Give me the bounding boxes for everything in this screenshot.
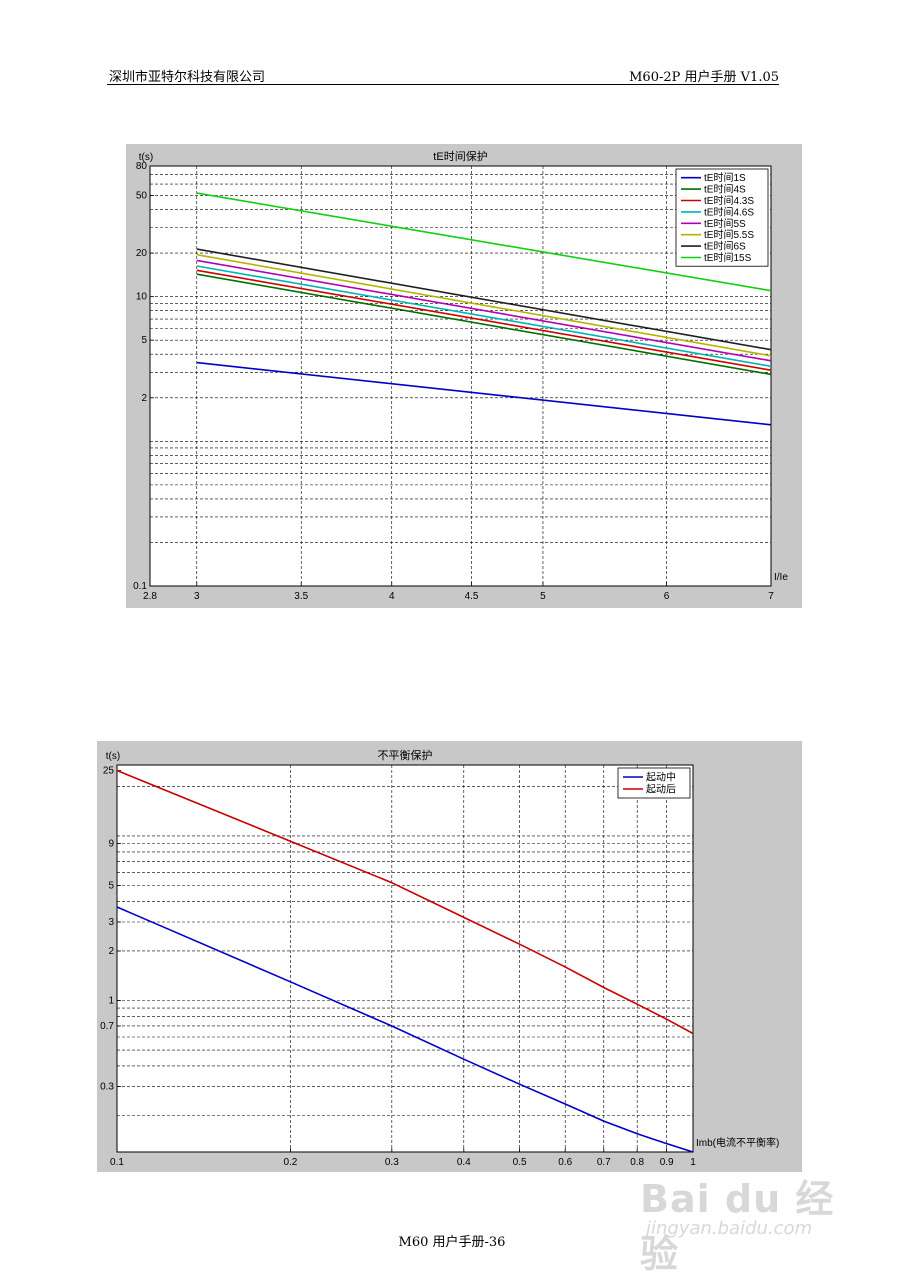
y-tick-label: 3 [108, 917, 114, 928]
legend-label: tE时间5.5S [704, 228, 754, 241]
y-tick-label: 0.7 [100, 1021, 114, 1032]
te-protection-chart: 2.8 3 3.5 4 4.5 5 6 7 0.1 2 5 10 20 50 80 tE时间保护 t(s) I/I… [133, 149, 788, 602]
x-tick-label: 0.4 [457, 1157, 471, 1168]
chart-title: 不平衡保护 [378, 748, 433, 762]
x-tick-label: 3.5 [294, 591, 308, 602]
x-tick-label: 1 [690, 1157, 696, 1168]
x-tick-label: 4 [389, 591, 395, 602]
y-tick-label: 5 [108, 880, 114, 891]
x-tick-label: 6 [664, 591, 670, 602]
y-tick-label: 20 [136, 248, 148, 259]
y-tick-label: 10 [136, 292, 148, 303]
series-line-5 [196, 259, 772, 362]
y-tick-label: 0.3 [100, 1082, 114, 1093]
header-manual-title: M60-2P 用户手册 V1.05 [629, 70, 779, 85]
series-line-8 [196, 192, 772, 292]
y-tick-label: 2 [108, 946, 114, 957]
y-tick-label: 5 [141, 335, 147, 346]
x-tick-label: 0.3 [385, 1157, 399, 1168]
x-tick-label: 0.1 [110, 1157, 124, 1168]
y-tick-label: 50 [136, 191, 148, 202]
series-line-1 [116, 906, 694, 1153]
legend-label: 起动中 [646, 771, 676, 784]
legend-label: tE时间4S [704, 183, 746, 196]
x-tick-label: 3 [194, 591, 200, 602]
x-tick-label: 0.8 [630, 1157, 644, 1168]
header-company: 深圳市亚特尔科技有限公司 [109, 70, 266, 85]
y-tick-label: 25 [103, 765, 115, 776]
legend-label: tE时间6S [704, 240, 746, 253]
legend-label: 起动后 [646, 784, 676, 796]
series-line-6 [196, 253, 772, 357]
legend-label: tE时间15S [704, 251, 752, 264]
watermark-url: jingyan.baidu.com [646, 1218, 813, 1239]
x-axis-label: I/Ie [774, 572, 788, 583]
series-line-3 [196, 269, 772, 371]
y-tick-label: 9 [108, 838, 114, 849]
y-tick-label: 80 [136, 161, 148, 172]
x-axis-label: Imb(电流不平衡率) [696, 1136, 779, 1149]
x-tick-label: 2.8 [143, 591, 157, 602]
page-footer: M60 用户手册-36 [398, 1235, 506, 1250]
x-tick-label: 0.2 [283, 1157, 297, 1168]
x-tick-label: 5 [540, 591, 546, 602]
legend-label: tE时间5S [704, 217, 746, 230]
plot-frame [149, 165, 772, 587]
plot-area [150, 166, 771, 586]
te-protection-figure: 2.8 3 3.5 4 4.5 5 6 7 0.1 2 5 10 20 50 80 tE时间保护 t(s) I/I… [126, 144, 802, 608]
legend-label: tE时间4.6S [704, 205, 754, 218]
unbalance-protection-chart: 0.1 0.2 0.3 0.4 0.5 0.6 0.7 0.8 0.9 1 0.3 0.7 1 2 3 5 9 2… [100, 748, 779, 1168]
y-tick-label: 0.1 [133, 581, 147, 592]
series-line-4 [196, 265, 772, 368]
chart-title: tE时间保护 [433, 149, 487, 163]
series-line-7 [196, 248, 772, 351]
legend-label: tE时间4.3S [704, 194, 754, 207]
x-tick-label: 0.6 [558, 1157, 572, 1168]
plot-area [117, 765, 693, 1152]
x-tick-label: 0.9 [660, 1157, 674, 1168]
x-tick-label: 4.5 [465, 591, 479, 602]
x-tick-label: 7 [768, 591, 774, 602]
x-tick-label: 0.7 [597, 1157, 611, 1168]
baidu-watermark: Bai du 经验 jingyan.baidu.com [640, 1168, 850, 1276]
y-axis-label: t(s) [139, 152, 153, 163]
header-rule [107, 84, 779, 85]
watermark-brand: Bai du 经验 [640, 1177, 835, 1276]
y-tick-label: 2 [141, 393, 147, 404]
unbalance-protection-figure: 0.1 0.2 0.3 0.4 0.5 0.6 0.7 0.8 0.9 1 0.3 0.7 1 2 3 5 9 2… [97, 741, 802, 1172]
legend-label: tE时间1S [704, 171, 746, 184]
plot-frame [116, 764, 694, 1153]
y-tick-label: 1 [108, 995, 114, 1006]
series-line-2 [116, 769, 694, 1035]
legend-box [675, 168, 769, 267]
legend-box [617, 767, 691, 799]
y-axis-label: t(s) [106, 751, 120, 762]
series-line-2 [196, 273, 772, 376]
series-line-1 [196, 361, 772, 426]
x-tick-label: 0.5 [513, 1157, 527, 1168]
